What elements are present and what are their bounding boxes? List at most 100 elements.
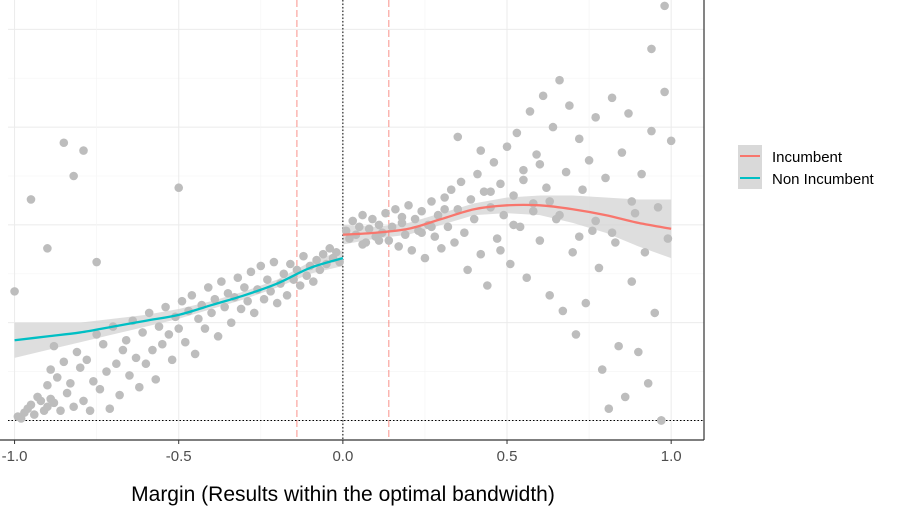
- scatter-point: [66, 378, 75, 388]
- scatter-point: [118, 345, 128, 355]
- scatter-point: [427, 222, 436, 232]
- scatter-point: [154, 322, 164, 331]
- scatter-point: [79, 146, 88, 155]
- scatter-point: [256, 261, 266, 271]
- legend-label-non-incumbent: Non Incumbent: [772, 171, 875, 188]
- scatter-point: [519, 165, 528, 175]
- scatter-point: [177, 296, 187, 306]
- scatter-point: [479, 187, 489, 196]
- scatter-point: [489, 158, 499, 167]
- scatter-point: [581, 298, 591, 308]
- scatter-point: [634, 347, 643, 357]
- scatter-point: [466, 195, 476, 204]
- scatter-point: [512, 128, 522, 138]
- scatter-point: [483, 281, 492, 290]
- scatter-point: [210, 294, 220, 304]
- scatter-point: [604, 404, 614, 414]
- scatter-point: [555, 210, 564, 220]
- scatter-point: [282, 290, 292, 300]
- scatter-point: [660, 87, 669, 97]
- scatter-point: [381, 208, 390, 218]
- scatter-point: [509, 220, 518, 230]
- scatter-point: [148, 345, 157, 355]
- scatter-point: [236, 304, 246, 314]
- x-axis: -1.0 -0.5 0.0 0.5 1.0: [2, 440, 682, 465]
- scatter-point: [354, 222, 364, 232]
- scatter-point: [614, 341, 623, 351]
- scatter-point: [535, 236, 545, 245]
- scatter-point: [538, 91, 548, 101]
- scatter-point: [509, 191, 518, 200]
- scatter-point: [131, 353, 141, 363]
- x-tick-label: -0.5: [166, 448, 192, 465]
- scatter-point: [601, 173, 610, 183]
- scatter-point: [325, 244, 335, 253]
- scatter-point: [358, 240, 367, 249]
- scatter-point: [440, 204, 449, 214]
- scatter-point: [49, 341, 59, 351]
- scatter-point: [450, 238, 459, 247]
- scatter-point: [400, 230, 410, 239]
- scatter-point: [226, 318, 236, 327]
- scatter-point: [387, 222, 397, 232]
- scatter-point: [85, 406, 95, 415]
- scatter-point: [653, 202, 663, 212]
- scatter-point: [568, 247, 577, 257]
- x-tick-label: 0.0: [332, 448, 353, 465]
- scatter-point: [318, 249, 328, 259]
- scatter-point: [499, 210, 509, 220]
- scatter-point: [496, 179, 505, 189]
- scatter-point: [666, 136, 676, 146]
- scatter-point: [506, 259, 515, 269]
- scatter-point: [433, 210, 443, 220]
- scatter-point: [59, 357, 69, 367]
- scatter-point: [167, 355, 177, 365]
- scatter-point: [647, 44, 656, 54]
- scatter-point: [469, 214, 479, 224]
- scatter-point: [643, 378, 653, 388]
- scatter-point: [79, 396, 88, 406]
- scatter-point: [243, 296, 252, 306]
- scatter-point: [584, 156, 594, 165]
- scatter-point: [312, 255, 321, 265]
- panel-border: [0, 0, 705, 441]
- fit-line-non-incumbent: [14, 257, 344, 342]
- scatter-point: [295, 281, 305, 290]
- scatter-point: [299, 251, 308, 261]
- scatter-point: [161, 302, 170, 312]
- scatter-point: [555, 75, 564, 85]
- scatter-point: [52, 373, 62, 382]
- x-axis-title: Margin (Results within the optimal bandw…: [131, 483, 555, 506]
- scatter-point: [528, 206, 538, 216]
- scatter-point: [141, 359, 151, 369]
- scatter-point: [410, 214, 420, 224]
- scatter-point: [190, 349, 200, 359]
- scatter-point: [272, 298, 282, 308]
- scatter-point: [525, 107, 535, 116]
- scatter-point: [460, 228, 469, 238]
- scatter-point: [115, 390, 124, 400]
- scatter-point: [26, 195, 36, 204]
- scatter-point: [463, 265, 472, 275]
- scatter-point: [522, 273, 532, 282]
- scatter-point: [259, 294, 269, 304]
- scatter-point: [345, 234, 354, 243]
- scatter-point: [69, 402, 78, 412]
- scatter-point: [594, 263, 604, 273]
- scatter-point: [492, 234, 502, 243]
- scatter-point: [443, 222, 453, 232]
- scatter-point: [309, 277, 318, 286]
- scatter-point: [10, 287, 19, 296]
- scatter-point: [548, 122, 558, 132]
- scatter-point: [515, 222, 525, 232]
- x-tick-label: -1.0: [2, 448, 28, 465]
- scatter-point: [417, 228, 426, 238]
- scatter-point: [630, 208, 640, 218]
- scatter-point: [591, 216, 600, 226]
- scatter-point: [266, 287, 275, 296]
- scatter-point: [174, 183, 184, 193]
- scatter-point: [187, 290, 197, 300]
- scatter-point: [98, 339, 108, 349]
- scatter-point: [473, 169, 482, 179]
